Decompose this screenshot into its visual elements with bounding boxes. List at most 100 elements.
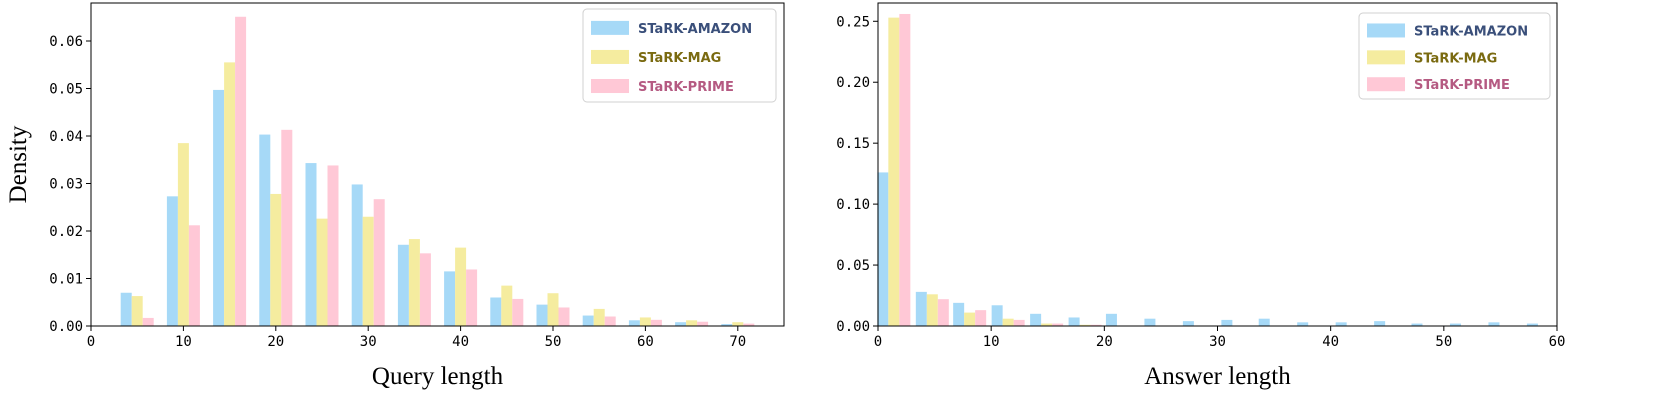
bar (937, 299, 949, 326)
x-tick-label: 30 (360, 334, 377, 350)
bar (235, 16, 247, 327)
bar (915, 291, 927, 326)
bar (1449, 323, 1461, 326)
bar (512, 298, 524, 326)
y-tick-label: 0.00 (836, 319, 870, 335)
legend-swatch (591, 79, 629, 94)
answer-length-chart: 0 10 20 30 40 50 60 0.00 0.05 0.10 0.15 0.20 0.25 Ans… (836, 2, 1566, 390)
bar (327, 165, 339, 326)
x-tick-label: 20 (267, 334, 284, 350)
bar (953, 302, 965, 326)
bar (558, 307, 570, 326)
bar (1041, 323, 1053, 326)
x-tick-label: 10 (175, 334, 192, 350)
bar (166, 196, 178, 326)
legend-label: STaRK-AMAZON (638, 22, 752, 37)
legend-swatch (1367, 50, 1405, 65)
bar (650, 319, 662, 326)
bar (1079, 324, 1091, 326)
bar (373, 199, 385, 326)
bar (419, 253, 431, 326)
bar (408, 239, 420, 326)
bar (316, 218, 328, 326)
bar (743, 323, 755, 326)
bar (593, 308, 605, 326)
bar (732, 322, 744, 326)
bar (991, 305, 1003, 326)
bar (224, 62, 236, 326)
legend-label: STaRK-MAG (638, 51, 721, 66)
bar (259, 134, 271, 326)
bar (1144, 318, 1156, 326)
bar (501, 285, 513, 326)
bar (1374, 321, 1386, 326)
y-tick-label: 0.06 (49, 34, 83, 50)
y-tick-label: 0.05 (836, 258, 870, 274)
bar (362, 216, 374, 326)
legend-box (1358, 12, 1551, 100)
bar (686, 320, 698, 326)
bar (1030, 313, 1042, 326)
bar (397, 244, 409, 326)
bar (142, 317, 154, 326)
y-axis-label: Density (5, 125, 32, 203)
legend-swatch (591, 20, 629, 35)
bar (1526, 323, 1538, 326)
bar (131, 296, 143, 326)
bar (582, 315, 594, 326)
bar (1182, 321, 1194, 326)
legend-swatch (1367, 77, 1405, 92)
bar (270, 193, 282, 326)
bar (490, 297, 502, 326)
legend: STaRK-AMAZON STaRK-MAG STaRK-PRIME (582, 8, 777, 103)
query-length-chart: 0 10 20 30 40 50 60 70 0.00 0.01 0.02 0.03 0.04 0.05 0… (5, 2, 785, 390)
legend-label: STaRK-AMAZON (1414, 24, 1528, 39)
bar (975, 310, 987, 326)
bar (120, 292, 132, 326)
y-tick-label: 0.02 (49, 224, 83, 240)
legend-swatch (591, 49, 629, 64)
bar (547, 293, 559, 326)
y-tick-label: 0.01 (49, 272, 83, 288)
x-tick-label: 40 (452, 334, 469, 350)
y-tick-label: 0.20 (836, 75, 870, 91)
bar (639, 317, 651, 326)
x-tick-label: 50 (1435, 334, 1452, 350)
legend-label: STaRK-MAG (1414, 51, 1497, 66)
x-axis-label: Answer length (1144, 363, 1291, 390)
bar (899, 13, 911, 326)
bar (1221, 319, 1233, 326)
y-tick-label: 0.25 (836, 14, 870, 30)
bar (1013, 319, 1025, 326)
y-tick-label: 0.15 (836, 136, 870, 152)
bar (888, 17, 900, 327)
x-tick-label: 60 (637, 334, 654, 350)
x-tick-label: 40 (1322, 334, 1339, 350)
x-tick-label: 60 (1549, 334, 1566, 350)
bar (281, 129, 293, 326)
x-tick-label: 30 (1209, 334, 1226, 350)
bar (604, 316, 616, 326)
bar (455, 247, 467, 326)
y-tick-label: 0.05 (49, 82, 83, 98)
x-tick-label: 20 (1096, 334, 1113, 350)
bar (1105, 313, 1117, 326)
bar (188, 225, 200, 326)
legend-label: STaRK-PRIME (1414, 78, 1510, 93)
legend-label: STaRK-PRIME (638, 80, 734, 95)
bar (697, 321, 709, 326)
bar (1335, 322, 1347, 326)
x-tick-label: 0 (874, 334, 882, 350)
y-tick-label: 0.00 (49, 319, 83, 335)
bar (675, 322, 687, 326)
bar (1002, 318, 1014, 326)
bar (1090, 324, 1102, 326)
bar (466, 269, 478, 326)
y-tick-label: 0.04 (49, 129, 83, 145)
x-tick-label: 0 (87, 334, 95, 350)
bar (1052, 323, 1064, 326)
y-tick-label: 0.03 (49, 177, 83, 193)
bar (351, 184, 363, 326)
x-tick-label: 50 (545, 334, 562, 350)
